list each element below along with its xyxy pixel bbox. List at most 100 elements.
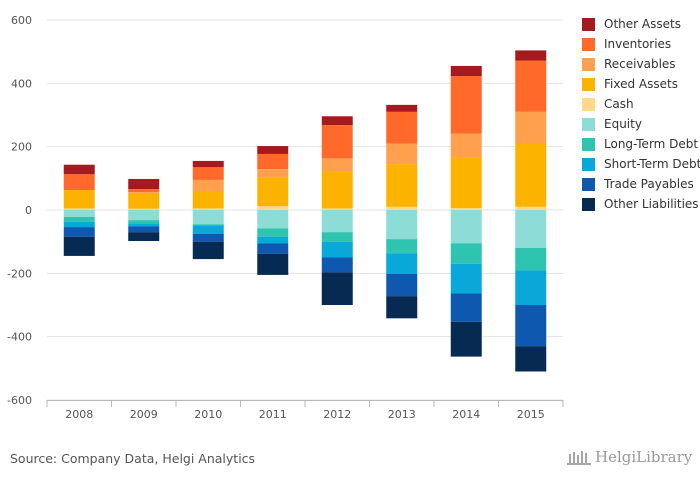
bar-segment	[63, 221, 95, 228]
bar-segment	[450, 293, 482, 322]
legend-item: Cash	[582, 94, 700, 114]
bar-segment	[450, 208, 482, 210]
bar-segment	[386, 239, 418, 254]
bar-segment	[450, 210, 482, 244]
bar-segment	[257, 210, 289, 229]
bar-segment	[257, 206, 289, 210]
bar-segment	[321, 241, 353, 258]
bar-segment	[63, 227, 95, 237]
legend-swatch	[582, 197, 595, 211]
y-tick-label: 0	[25, 204, 32, 217]
legend-swatch	[582, 37, 595, 51]
bar-segment	[192, 160, 224, 168]
y-tick-label: -200	[7, 267, 32, 280]
bar-segment	[321, 210, 353, 233]
legend-swatch	[582, 117, 595, 131]
legend-swatch	[582, 97, 595, 111]
bar-segment	[63, 174, 95, 191]
bar-segment	[386, 111, 418, 144]
bar-segment	[450, 157, 482, 209]
bar-segment	[450, 321, 482, 357]
bar-segment	[515, 111, 547, 144]
bar-segment	[450, 76, 482, 134]
bar-segment	[257, 243, 289, 254]
library-icon	[567, 451, 591, 465]
bar-segment	[257, 177, 289, 207]
bar-segment	[128, 189, 160, 193]
legend-swatch	[582, 157, 595, 171]
bar-segment	[386, 296, 418, 319]
x-tick-label: 2010	[194, 408, 222, 421]
bar-segment	[386, 253, 418, 274]
helgi-library-logo: HelgiLibrary	[566, 448, 692, 466]
bar-segment	[450, 243, 482, 264]
bar-segment	[515, 346, 547, 372]
x-tick-label: 2008	[65, 408, 93, 421]
legend-label: Cash	[604, 97, 634, 111]
bar-segment	[192, 241, 224, 260]
bar-segment	[128, 232, 160, 242]
bar-segment	[128, 226, 160, 233]
legend-swatch	[582, 77, 595, 91]
bar-segment	[128, 192, 160, 193]
bar-segment	[192, 167, 224, 180]
bar-segment	[257, 146, 289, 154]
bar-segment	[515, 248, 547, 271]
bar-segment	[450, 263, 482, 294]
bar-segment	[386, 273, 418, 297]
bar-segment	[257, 153, 289, 170]
y-tick-label: 600	[11, 14, 32, 27]
y-tick-label: 200	[11, 141, 32, 154]
legend-label: Inventories	[604, 37, 672, 51]
x-tick-label: 2011	[259, 408, 287, 421]
x-tick-label: 2012	[323, 408, 351, 421]
bar-segment	[321, 158, 353, 172]
legend-label: Trade Payables	[604, 177, 694, 191]
bar-segment	[386, 210, 418, 240]
legend-item: Other Assets	[582, 14, 700, 34]
bar-segment	[192, 210, 224, 225]
bar-segment	[386, 104, 418, 112]
bar-segment	[515, 305, 547, 347]
source-note: Source: Company Data, Helgi Analytics	[10, 451, 256, 466]
bar-segment	[192, 208, 224, 210]
bar-segment	[386, 164, 418, 207]
bar-segment	[515, 270, 547, 305]
bar-segment	[63, 164, 95, 175]
legend-item: Trade Payables	[582, 174, 700, 194]
bar-segment	[192, 233, 224, 242]
legend-label: Equity	[604, 117, 642, 131]
bar-segment	[257, 236, 289, 244]
bar-segment	[321, 272, 353, 305]
bar-segment	[128, 208, 160, 210]
bar-segment	[63, 236, 95, 256]
bar-segment	[192, 191, 224, 209]
bar-segment	[128, 192, 160, 209]
y-tick-label: 400	[11, 77, 32, 90]
bar-segment	[515, 50, 547, 61]
bar-segment	[63, 210, 95, 217]
x-tick-label: 2013	[388, 408, 416, 421]
bar-segment	[192, 179, 224, 191]
bar-segment	[128, 210, 160, 221]
bar-segment	[63, 190, 95, 209]
bar-segment	[386, 206, 418, 210]
y-tick-label: -400	[7, 331, 32, 344]
legend-label: Fixed Assets	[604, 77, 678, 91]
bar-segment	[63, 208, 95, 210]
legend: Other Assets Inventories Receivables Fixed …	[582, 14, 700, 214]
legend-swatch	[582, 137, 595, 151]
legend-item: Other Liabilities	[582, 194, 700, 214]
bar-segment	[128, 220, 160, 224]
bar-segment	[321, 208, 353, 210]
legend-label: Other Liabilities	[604, 197, 699, 211]
bar-segment	[321, 232, 353, 242]
logo-text: HelgiLibrary	[595, 448, 693, 466]
bar-segment	[515, 143, 547, 207]
bar-segment	[515, 206, 547, 210]
legend-item: Fixed Assets	[582, 74, 700, 94]
bar-segment	[321, 125, 353, 159]
legend-item: Short-Term Debt	[582, 154, 700, 174]
